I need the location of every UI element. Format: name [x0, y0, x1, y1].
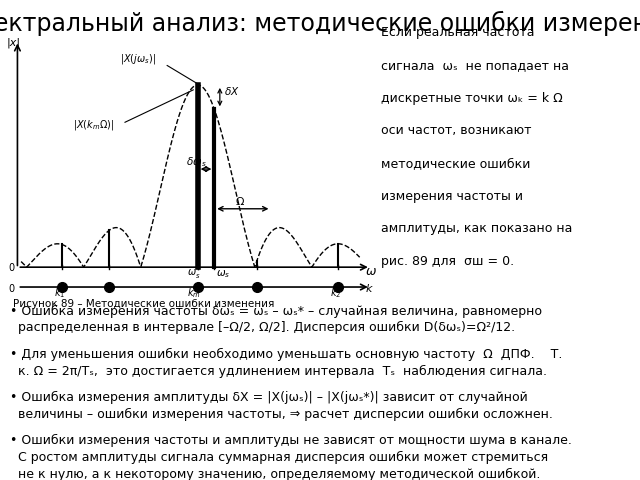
Text: измерения частоты и: измерения частоты и	[381, 190, 523, 203]
Text: $\delta\omega_s$: $\delta\omega_s$	[186, 156, 207, 169]
Text: $|X(k_m\Omega)|$: $|X(k_m\Omega)|$	[73, 118, 115, 132]
Text: дискретные точки ωₖ = k Ω: дискретные точки ωₖ = k Ω	[381, 92, 563, 105]
Text: амплитуды, как показано на: амплитуды, как показано на	[381, 222, 572, 235]
Text: • Для уменьшения ошибки необходимо уменьшать основную частоту  Ω  ДПФ.    Т.
  к: • Для уменьшения ошибки необходимо умень…	[10, 348, 562, 378]
Text: $\omega$: $\omega$	[365, 265, 377, 278]
Text: оси частот, возникают: оси частот, возникают	[381, 124, 531, 137]
Text: сигнала  ωₛ  не попадает на: сигнала ωₛ не попадает на	[381, 59, 569, 72]
Text: • Ошибки измерения частоты и амплитуды не зависят от мощности шума в канале.
  С: • Ошибки измерения частоты и амплитуды н…	[10, 434, 572, 480]
Text: рис. 89 для  σш = 0.: рис. 89 для σш = 0.	[381, 255, 514, 268]
Text: k: k	[365, 284, 372, 294]
Text: Если реальная частота: Если реальная частота	[381, 26, 534, 39]
Text: |x|: |x|	[6, 37, 20, 48]
Text: $|X(j\omega_s)|$: $|X(j\omega_s)|$	[120, 52, 157, 66]
Text: $\omega_s$: $\omega_s$	[216, 268, 230, 280]
Text: $\Omega$: $\Omega$	[236, 195, 246, 207]
Text: $k_2$: $k_2$	[330, 286, 341, 300]
Text: $\omega_s^*$: $\omega_s^*$	[188, 264, 203, 281]
Text: 0: 0	[8, 284, 14, 294]
Text: $\delta X$: $\delta X$	[223, 85, 239, 97]
Text: • Ошибка измерения амплитуды δX = |X(jωₛ)| – |X(jωₛ*)| зависит от случайной
  ве: • Ошибка измерения амплитуды δX = |X(jωₛ…	[10, 391, 552, 421]
Text: Спектральный анализ: методические ошибки измерения: Спектральный анализ: методические ошибки…	[0, 11, 640, 36]
Text: Рисунок 89 – Методические ошибки изменения: Рисунок 89 – Методические ошибки изменен…	[13, 299, 274, 309]
Text: • Ошибка измерения частоты δωₛ = ωₛ – ωₛ* – случайная величина, равномерно
  рас: • Ошибка измерения частоты δωₛ = ωₛ – ωₛ…	[10, 305, 541, 335]
Text: 0: 0	[8, 264, 14, 274]
Text: $k_1$: $k_1$	[54, 286, 65, 300]
Text: $k_m$: $k_m$	[187, 286, 200, 300]
Text: методические ошибки: методические ошибки	[381, 157, 530, 170]
